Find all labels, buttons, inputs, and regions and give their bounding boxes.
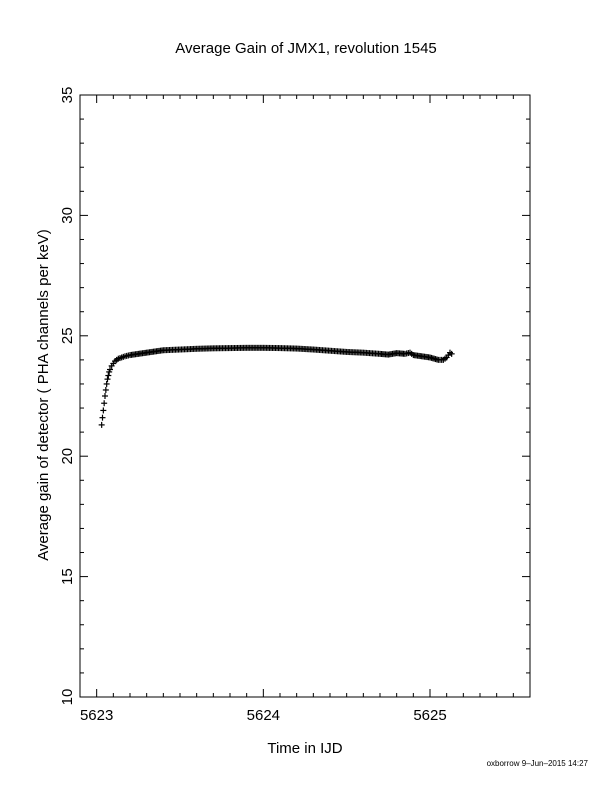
data-point-trace (125, 352, 132, 359)
data-point-trace (405, 350, 412, 357)
y-tick-label: 35 (59, 87, 76, 104)
data-point-trace (117, 355, 123, 362)
data-point (100, 407, 107, 414)
data-series (98, 344, 455, 428)
data-point-trace (425, 354, 432, 361)
plot-frame (79, 94, 531, 698)
data-point (107, 366, 113, 373)
data-point (98, 421, 105, 428)
data-point-trace (445, 352, 452, 359)
y-tick-label: 15 (59, 568, 76, 585)
x-tick-label: 5625 (413, 707, 446, 724)
data-point (105, 372, 112, 379)
data-point (448, 350, 455, 357)
y-tick-label: 10 (59, 689, 76, 706)
data-point-trace (442, 355, 448, 362)
data-point (103, 380, 110, 387)
data-point (101, 400, 108, 407)
y-tick-label: 30 (59, 207, 76, 224)
data-point-trace (408, 350, 415, 357)
x-axis-label: Time in IJD (267, 740, 342, 757)
data-point (99, 414, 106, 421)
data-point (104, 376, 111, 383)
y-tick-label: 20 (59, 448, 76, 465)
data-point (102, 386, 109, 393)
x-tick-label: 5624 (247, 707, 280, 724)
y-axis: 10 15 20 25 30 35 (59, 87, 530, 706)
chart-title: Average Gain of JMX1, revolution 1545 (175, 40, 437, 57)
y-tick-label: 25 (59, 327, 76, 344)
footer-credit: oxborrow 9–Jun–2015 14:27 (487, 759, 589, 768)
data-point-trace (120, 353, 127, 360)
x-tick-label: 5623 (80, 707, 113, 724)
x-axis: 5623 5624 5625 (79, 95, 531, 724)
data-point-trace (438, 356, 445, 363)
data-point (102, 393, 108, 399)
y-axis-label: Average gain of detector ( PHA channels … (35, 229, 52, 561)
